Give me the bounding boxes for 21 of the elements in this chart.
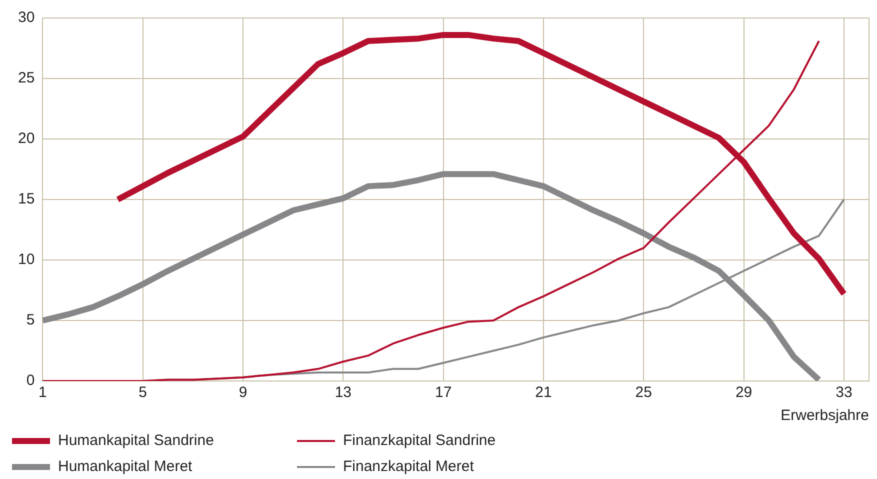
legend-label: Humankapital Sandrine	[58, 432, 214, 450]
y-tick-label: 10	[18, 251, 35, 268]
y-tick-label: 15	[18, 190, 35, 208]
y-tick-label: 25	[18, 70, 35, 87]
x-axis-title: Erwerbsjahre	[780, 407, 869, 424]
x-tick-label: 33	[836, 384, 852, 402]
y-tick-label: 30	[18, 9, 35, 26]
legend-label: Finanzkapital Sandrine	[343, 432, 496, 450]
x-tick-label: 17	[434, 384, 452, 402]
x-tick-label: 25	[635, 384, 652, 402]
x-tick-label: 9	[238, 384, 248, 402]
x-tick-label: 1	[38, 384, 47, 402]
x-tick-label: 13	[334, 384, 352, 402]
x-tick-label: 5	[138, 384, 148, 402]
x-tick-label: 29	[735, 384, 752, 402]
legend-label: Humankapital Meret	[58, 458, 194, 476]
y-tick-label: 20	[18, 130, 35, 148]
y-tick-label: 5	[26, 312, 35, 329]
legend-label: Finanzkapital Meret	[343, 458, 475, 476]
x-tick-label: 21	[535, 384, 552, 402]
y-tick-label: 0	[26, 372, 35, 390]
